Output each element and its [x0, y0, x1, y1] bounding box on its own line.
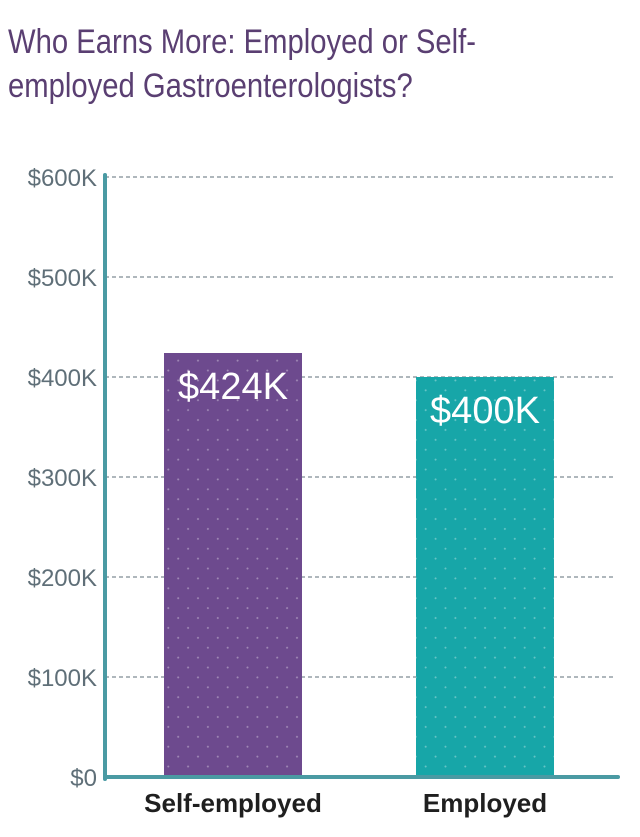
- y-tick-label: $300K: [28, 465, 97, 492]
- y-tick-label: $100K: [28, 665, 97, 692]
- y-tick-label: $200K: [28, 565, 97, 592]
- bar-texture: [164, 353, 302, 777]
- y-tick-label: $0: [70, 765, 97, 792]
- y-axis-ticks: $0 $100K $200K $300K $400K $500K $600K: [28, 165, 97, 792]
- x-category-label: Self-employed: [144, 788, 322, 818]
- labels: $424K Self-employed $400K Employed: [144, 366, 547, 818]
- x-category-label: Employed: [423, 788, 547, 818]
- data-label: $424K: [178, 366, 288, 408]
- y-tick-label: $500K: [28, 265, 97, 292]
- data-label: $400K: [430, 390, 540, 432]
- y-tick-label: $400K: [28, 365, 97, 392]
- y-tick-label: $600K: [28, 165, 97, 192]
- axes: [103, 173, 620, 781]
- bar-texture: [416, 377, 554, 777]
- bars: [164, 353, 554, 777]
- chart-title: Who Earns More: Employed or Self-employe…: [8, 23, 477, 105]
